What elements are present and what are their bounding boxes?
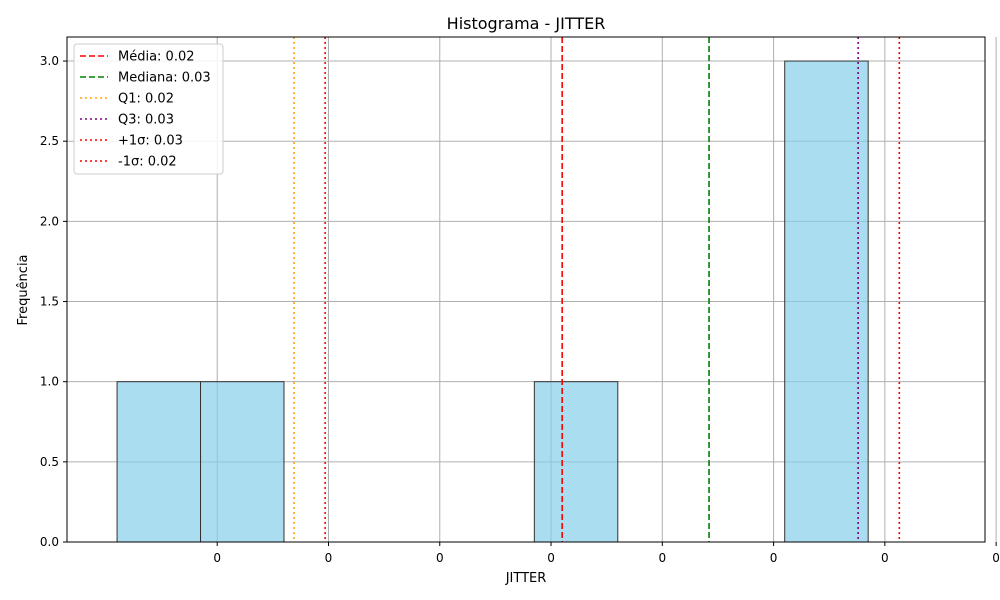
x-tick-label: 0 bbox=[547, 551, 555, 565]
x-axis-label: JITTER bbox=[505, 571, 547, 586]
x-tick-label: 0 bbox=[992, 551, 1000, 565]
legend: Média: 0.02 Mediana: 0.03 Q1: 0.02 Q3: 0.03… bbox=[73, 43, 224, 175]
x-tick-label: 0 bbox=[213, 551, 221, 565]
x-axis-ticks: 0 0 0 0 0 0 0 0 bbox=[213, 542, 1000, 565]
chart-title: Histograma - JITTER bbox=[447, 14, 606, 33]
y-tick-label: 2.5 bbox=[40, 134, 59, 148]
legend-label: Q3: 0.03 bbox=[118, 113, 174, 128]
histogram-bar bbox=[116, 381, 202, 543]
y-tick-label: 1.0 bbox=[40, 375, 59, 389]
x-tick-label: 0 bbox=[658, 551, 666, 565]
x-tick-label: 0 bbox=[770, 551, 778, 565]
histogram-bar bbox=[784, 60, 869, 543]
legend-label: Mediana: 0.03 bbox=[118, 71, 211, 86]
legend-label: Média: 0.02 bbox=[118, 50, 195, 65]
x-tick-label: 0 bbox=[881, 551, 889, 565]
y-tick-label: 0.5 bbox=[40, 455, 59, 469]
x-tick-label: 0 bbox=[325, 551, 333, 565]
legend-label: +1σ: 0.03 bbox=[118, 134, 183, 149]
plot-frame bbox=[66, 36, 986, 543]
reference-lines bbox=[293, 37, 901, 542]
y-tick-label: 2.0 bbox=[40, 214, 59, 228]
legend-box bbox=[73, 43, 224, 175]
x-tick-label: 0 bbox=[436, 551, 444, 565]
legend-label: Q1: 0.02 bbox=[118, 92, 174, 107]
y-tick-label: 1.5 bbox=[40, 295, 59, 309]
histogram-bar bbox=[200, 381, 285, 543]
y-axis-ticks: 0.0 0.5 1.0 1.5 2.0 2.5 3.0 bbox=[40, 54, 67, 549]
y-tick-label: 0.0 bbox=[40, 535, 59, 549]
legend-label: -1σ: 0.02 bbox=[118, 155, 177, 170]
histogram-bars bbox=[116, 60, 869, 543]
y-tick-label: 3.0 bbox=[40, 54, 59, 68]
histogram-bar bbox=[533, 381, 619, 543]
y-axis-label: Frequência bbox=[16, 254, 31, 325]
